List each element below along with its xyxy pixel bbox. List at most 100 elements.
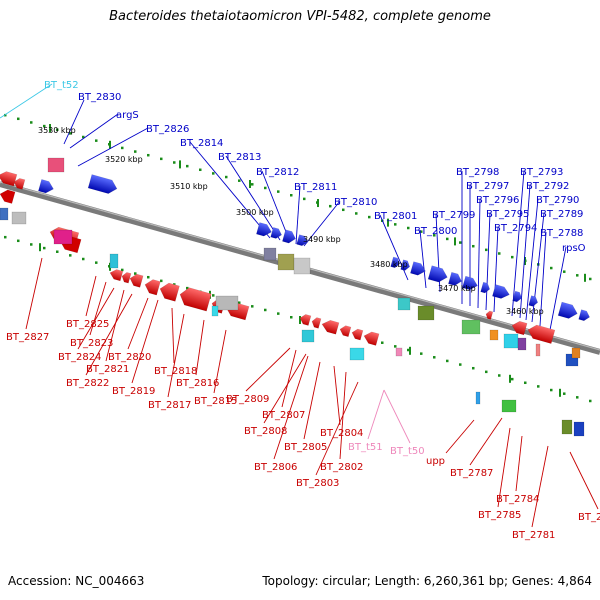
reverse-gene-arrow <box>129 273 144 288</box>
feature-box <box>517 337 527 351</box>
inner-track-dot <box>30 243 33 246</box>
bottom-gene-label: BT_2806 <box>254 462 297 473</box>
scale-track-dot <box>199 168 202 172</box>
inner-track-dot <box>563 392 566 395</box>
forward-gene-arrow <box>462 275 478 291</box>
reverse-gene-arrow <box>179 287 212 312</box>
forward-gene-arrow <box>400 259 411 271</box>
bottom-label-leader <box>383 389 411 444</box>
scale-label: 3480 kbp <box>370 260 408 269</box>
bottom-gene-label: BT_2815 <box>194 396 237 407</box>
top-gene-label: rpsO <box>562 243 586 254</box>
scale-track-dot <box>290 194 293 197</box>
bottom-label-leader <box>263 353 307 424</box>
scale-track-dot <box>329 204 332 208</box>
scale-track-dot <box>160 157 163 161</box>
top-gene-label: argS <box>116 110 139 121</box>
reverse-gene-arrow <box>109 269 124 282</box>
reverse-gene-arrow <box>351 328 364 341</box>
feature-box <box>11 211 27 225</box>
bottom-gene-label: BT_2803 <box>296 478 339 489</box>
forward-gene-arrow <box>296 234 308 247</box>
inner-track-dot <box>524 381 527 385</box>
inner-track-dot <box>43 246 46 250</box>
bottom-gene-label: BT_2781 <box>512 530 555 541</box>
top-gene-label: BT_2813 <box>218 152 261 163</box>
top-gene-label: BT_2796 <box>476 195 519 206</box>
feature-box <box>561 419 573 435</box>
scale-track-dot <box>17 117 20 121</box>
inner-track-dot <box>420 352 423 355</box>
bottom-gene-label: BT_2819 <box>112 386 155 397</box>
scale-track-dot <box>394 223 397 226</box>
inner-track-dot <box>277 312 280 315</box>
top-label-leader <box>295 185 301 245</box>
forward-gene-arrow <box>492 284 510 299</box>
forward-gene-arrow <box>528 295 539 307</box>
top-gene-label: BT_t52 <box>44 80 79 91</box>
bottom-gene-label: BT_2827 <box>6 332 49 343</box>
forward-gene-arrow <box>462 275 478 291</box>
inner-track-dot <box>459 363 462 366</box>
bottom-label-leader <box>77 287 115 350</box>
bottom-gene-label: BT_2820 <box>108 352 151 363</box>
bottom-label-leader <box>497 427 511 508</box>
scale-track-dot <box>95 139 98 142</box>
feature-box <box>489 329 499 341</box>
scale-track-dot <box>121 146 124 150</box>
bottom-label-leader <box>85 293 133 376</box>
reverse-gene-arrow <box>351 328 364 341</box>
forward-gene-arrow <box>578 309 590 321</box>
inner-track-dot <box>485 370 488 374</box>
scale-track-dot <box>186 164 189 168</box>
scale-track-dot <box>277 190 280 193</box>
top-label-leader <box>419 229 427 289</box>
bottom-label-leader <box>569 451 599 510</box>
bottom-gene-label: BT_2809 <box>226 394 269 405</box>
inner-track-dot <box>160 279 163 283</box>
bottom-label-leader <box>127 297 149 350</box>
top-label-leader <box>525 198 539 321</box>
top-label-leader <box>189 141 271 239</box>
feature-box <box>109 253 119 269</box>
bottom-gene-label: BT_2822 <box>66 378 109 389</box>
inner-track-dot <box>82 257 85 261</box>
inner-track-dot <box>433 356 436 359</box>
scale-track-dot <box>69 132 72 135</box>
scale-track-dot <box>589 277 592 281</box>
forward-gene-arrow <box>427 265 448 283</box>
feature-box <box>211 305 219 317</box>
bottom-gene-label: BT_2817 <box>148 400 191 411</box>
scale-track-dot <box>485 248 488 252</box>
genome-summary-text: Topology: circular; Length: 6,260,361 bp… <box>262 574 592 588</box>
reverse-gene-arrow <box>527 324 556 344</box>
feature-box <box>215 295 239 311</box>
bottom-label-leader <box>25 257 43 330</box>
reverse-gene-arrow <box>0 189 16 204</box>
scale-label: 3470 kbp <box>438 284 476 293</box>
bottom-gene-label: BT_2805 <box>284 442 327 453</box>
reverse-gene-arrow <box>485 310 494 320</box>
inner-track-dot <box>69 254 72 257</box>
scale-track-dot <box>446 237 449 241</box>
inner-track-dot <box>576 396 579 399</box>
inner-track-dot <box>56 250 59 253</box>
feature-box <box>0 207 9 221</box>
reverse-gene-arrow <box>159 282 180 302</box>
bottom-label-leader <box>445 419 475 454</box>
reverse-gene-arrow <box>13 178 26 190</box>
inner-track-dot <box>394 345 397 348</box>
scale-track-dot <box>238 179 241 182</box>
scale-track-dot <box>303 197 306 201</box>
reverse-gene-arrow <box>159 282 180 302</box>
bottom-gene-label: BT_2785 <box>478 510 521 521</box>
inner-track-dot <box>537 385 540 388</box>
forward-gene-arrow <box>390 256 401 269</box>
scale-track-dot <box>420 230 423 233</box>
scale-track-dot <box>407 226 410 230</box>
inner-track-dot <box>498 374 501 377</box>
top-gene-label: BT_2826 <box>146 124 189 135</box>
scale-track-dot <box>576 274 579 277</box>
feature-box <box>461 319 481 335</box>
forward-gene-arrow <box>256 222 272 237</box>
